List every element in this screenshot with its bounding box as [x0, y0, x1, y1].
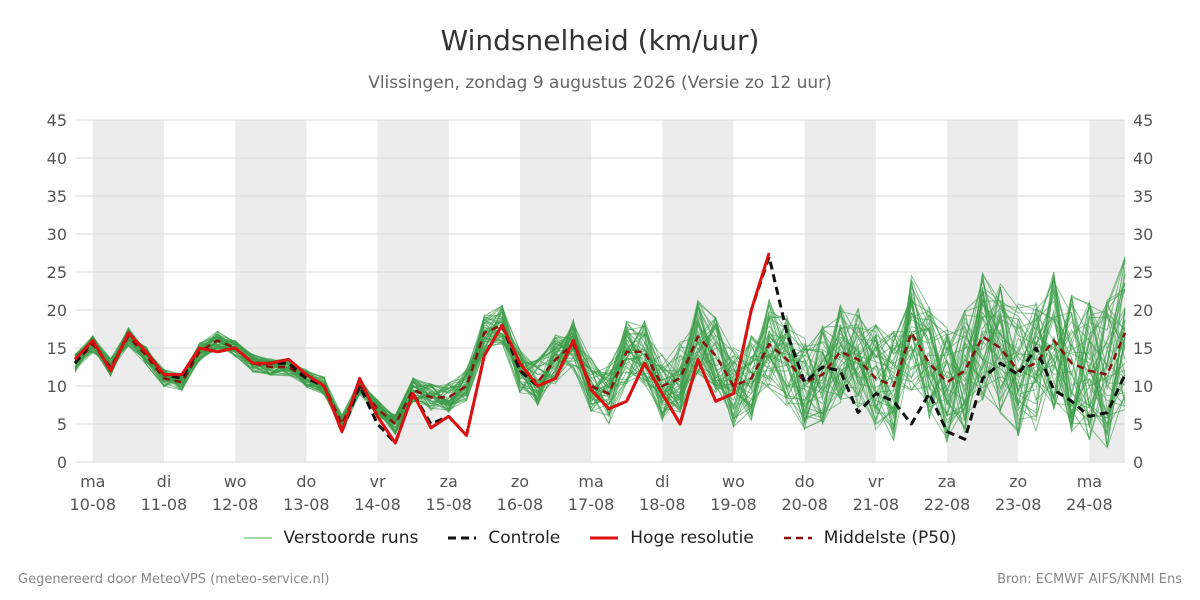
- x-tick-date: 10-08: [70, 495, 117, 514]
- legend-label-perturbed: Verstoorde runs: [283, 528, 419, 548]
- x-tick-day: di: [157, 472, 172, 491]
- y-tick-label-left: 40: [47, 149, 67, 168]
- legend-swatch-median: [783, 536, 812, 540]
- chart-subtitle: Vlissingen, zondag 9 augustus 2026 (Vers…: [368, 73, 832, 93]
- x-tick-date: 17-08: [568, 495, 615, 514]
- x-tick-day: di: [655, 472, 670, 491]
- footer-generator: Gegenereerd door MeteoVPS (meteo-service…: [18, 572, 330, 587]
- y-tick-label-right: 15: [1133, 339, 1153, 358]
- x-tick-day: wo: [722, 472, 745, 491]
- y-tick-label-right: 45: [1133, 111, 1153, 130]
- y-tick-label-right: 10: [1133, 377, 1153, 396]
- chart-legend: Verstoorde runs Controle Hoge resolutie …: [0, 528, 1200, 548]
- weekend-band: [235, 120, 307, 462]
- y-tick-label-left: 20: [47, 301, 67, 320]
- x-tick-date: 15-08: [425, 495, 472, 514]
- x-tick-day: za: [938, 472, 956, 491]
- x-tick-day: zo: [1009, 472, 1027, 491]
- x-tick-day: do: [296, 472, 316, 491]
- weekend-band: [92, 120, 164, 462]
- x-tick-date: 24-08: [1066, 495, 1113, 514]
- x-tick-date: 13-08: [283, 495, 330, 514]
- y-tick-label-left: 25: [47, 263, 67, 282]
- legend-label-median: Middelste (P50): [823, 528, 957, 548]
- y-tick-label-right: 25: [1133, 263, 1153, 282]
- y-tick-label-right: 30: [1133, 225, 1153, 244]
- y-tick-label-right: 5: [1133, 415, 1143, 434]
- x-tick-date: 21-08: [853, 495, 900, 514]
- chart-title: Windsnelheid (km/uur): [440, 24, 760, 57]
- y-tick-label-left: 10: [47, 377, 67, 396]
- perturbed-run-line: [74, 322, 1126, 428]
- x-tick-day: ma: [578, 472, 603, 491]
- x-tick-day: zo: [511, 472, 529, 491]
- perturbed-run-line: [74, 260, 1126, 424]
- legend-item-control[interactable]: Controle: [448, 528, 560, 548]
- y-tick-label-left: 5: [57, 415, 67, 434]
- weekend-band: [519, 120, 592, 462]
- x-tick-date: 22-08: [924, 495, 971, 514]
- y-tick-label-right: 40: [1133, 149, 1153, 168]
- legend-swatch-control: [448, 536, 477, 540]
- legend-label-high-res: Hoge resolutie: [630, 528, 754, 548]
- x-tick-day: do: [795, 472, 815, 491]
- x-tick-day: ma: [80, 472, 105, 491]
- y-tick-label-right: 20: [1133, 301, 1153, 320]
- x-tick-day: vr: [868, 472, 884, 491]
- x-tick-day: za: [440, 472, 458, 491]
- perturbed-run-line: [74, 259, 1126, 428]
- legend-swatch-perturbed: [243, 537, 272, 539]
- y-tick-label-right: 0: [1133, 453, 1143, 472]
- legend-swatch-high-res: [590, 536, 619, 540]
- y-tick-label-left: 45: [47, 111, 67, 130]
- y-tick-label-right: 35: [1133, 187, 1153, 206]
- y-tick-label-left: 15: [47, 339, 67, 358]
- x-tick-date: 16-08: [497, 495, 544, 514]
- x-tick-date: 19-08: [710, 495, 757, 514]
- legend-item-perturbed[interactable]: Verstoorde runs: [243, 528, 419, 548]
- footer-source: Bron: ECMWF AIFS/KNMI Ens: [997, 572, 1182, 587]
- x-tick-date: 18-08: [639, 495, 686, 514]
- x-tick-date: 12-08: [212, 495, 259, 514]
- legend-item-median[interactable]: Middelste (P50): [783, 528, 957, 548]
- x-tick-date: 11-08: [141, 495, 188, 514]
- x-tick-day: vr: [370, 472, 386, 491]
- x-tick-day: ma: [1077, 472, 1102, 491]
- weekend-band: [1089, 120, 1125, 462]
- x-tick-date: 20-08: [781, 495, 828, 514]
- y-tick-label-left: 0: [57, 453, 67, 472]
- x-tick-day: wo: [224, 472, 247, 491]
- x-tick-date: 14-08: [354, 495, 401, 514]
- y-tick-label-left: 30: [47, 225, 67, 244]
- high-resolution-line: [73, 252, 771, 445]
- legend-label-control: Controle: [488, 528, 561, 548]
- x-tick-date: 23-08: [995, 495, 1042, 514]
- legend-item-high-res[interactable]: Hoge resolutie: [590, 528, 754, 548]
- y-tick-label-left: 35: [47, 187, 67, 206]
